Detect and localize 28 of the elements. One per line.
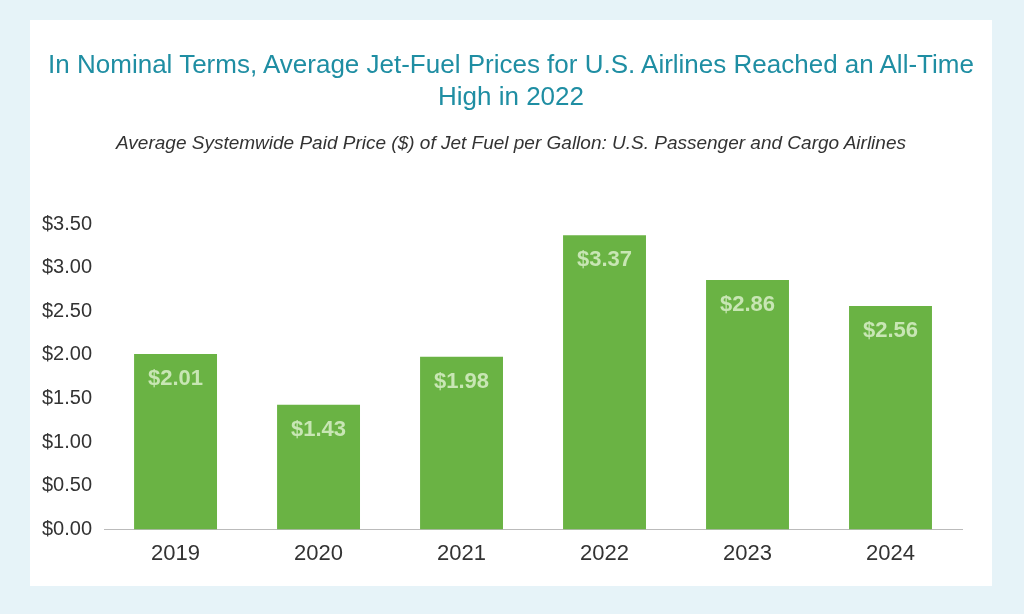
data-label: $2.86: [719, 290, 776, 316]
x-tick-label: 2020: [294, 539, 344, 565]
x-tick-label: 2024: [866, 539, 915, 565]
chart-title: In Nominal Terms, Average Jet-Fuel Prices for U.S. Airlines Reached an All-Time High in 2022: [47, 48, 975, 112]
bar: [277, 404, 360, 530]
bar: [849, 306, 932, 530]
y-tick-label: $0.00: [41, 517, 93, 540]
y-tick-label: $1.00: [41, 429, 93, 452]
y-tick-label: $2.50: [41, 298, 93, 321]
y-tick-label: $1.50: [41, 386, 93, 409]
bar: [134, 354, 218, 530]
data-label: $3.37: [576, 246, 633, 272]
x-tick-label: 2022: [580, 539, 629, 565]
x-tick-label: 2023: [723, 539, 772, 565]
chart-subtitle: Average Systemwide Paid Price ($) of Jet Fuel per Gallon: U.S. Passenger and Cargo Airlines: [114, 132, 907, 154]
data-label: $1.98: [434, 367, 490, 393]
x-tick-label: 2021: [437, 539, 487, 565]
y-tick-label: $2.00: [41, 342, 93, 365]
data-label: $2.01: [148, 365, 204, 391]
bar: [563, 235, 646, 530]
data-label: $1.43: [291, 415, 347, 441]
x-tick-label: 2019: [151, 539, 201, 565]
bar: [420, 356, 503, 530]
bar: [706, 279, 789, 530]
y-tick-label: $0.50: [41, 473, 93, 496]
y-tick-label: $3.00: [41, 255, 93, 278]
y-tick-label: $3.50: [41, 211, 93, 234]
data-label: $2.56: [862, 317, 919, 343]
